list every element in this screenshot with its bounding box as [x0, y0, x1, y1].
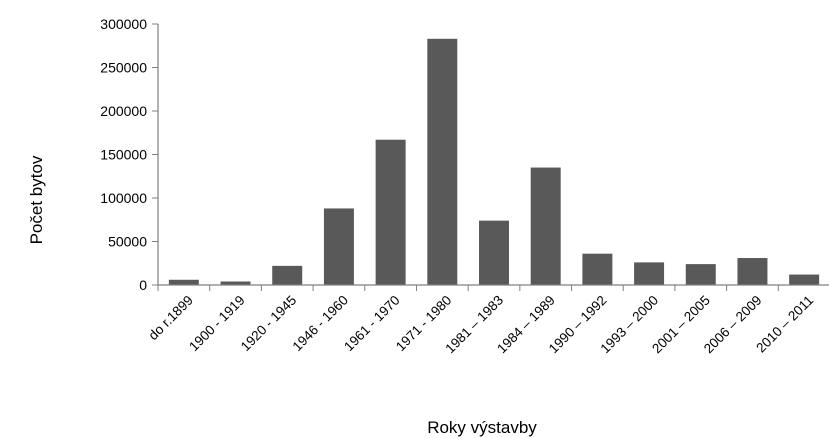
bar — [375, 139, 406, 285]
bar-series — [168, 38, 820, 285]
bar — [272, 265, 303, 285]
y-tick-label: 150000 — [100, 147, 147, 163]
bar — [789, 274, 820, 285]
bar — [737, 258, 768, 285]
y-axis-ticks: 0 50000 100000 150000 200000 250000 300000 — [100, 16, 158, 293]
axes — [157, 24, 829, 286]
y-tick-label: 0 — [139, 277, 147, 293]
x-axis-title: Roky výstavby — [427, 418, 537, 437]
bar — [530, 167, 561, 285]
y-tick-label: 250000 — [100, 60, 147, 76]
x-axis-ticks — [157, 285, 779, 291]
bar — [220, 281, 251, 285]
x-category-label: do r.1899 — [146, 293, 196, 343]
bar — [168, 279, 199, 285]
y-tick-label: 100000 — [100, 190, 147, 206]
bar — [479, 220, 509, 285]
bar — [323, 208, 354, 285]
bar — [582, 253, 613, 285]
bar — [634, 262, 665, 285]
y-tick-label: 300000 — [100, 16, 147, 32]
bar — [685, 264, 716, 285]
y-axis-title: Počet bytov — [27, 155, 46, 244]
y-tick-label: 200000 — [100, 103, 147, 119]
y-tick-label: 50000 — [108, 234, 147, 250]
bar — [427, 38, 458, 285]
